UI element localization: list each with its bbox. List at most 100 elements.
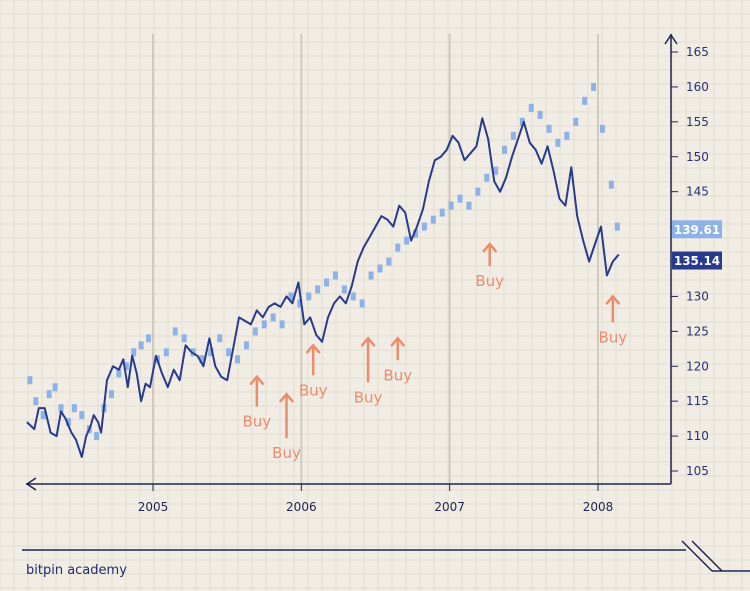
- dot-marker: [324, 278, 330, 287]
- dot-marker: [528, 103, 534, 112]
- price-badge-dark: 135.14: [672, 251, 722, 270]
- dot-marker: [421, 222, 427, 231]
- dot-marker: [40, 411, 46, 420]
- price-badge-light: 139.61: [672, 220, 722, 239]
- dot-marker: [430, 215, 436, 224]
- buy-annotation: Buy: [242, 374, 271, 431]
- axes: [25, 33, 678, 491]
- dot-marker: [94, 432, 100, 441]
- buy-label: Buy: [383, 366, 412, 384]
- dot-marker: [33, 397, 39, 406]
- dot-marker: [65, 418, 71, 427]
- buy-arrow-head: [390, 336, 405, 347]
- price-line: [26, 117, 620, 458]
- dot-marker: [519, 117, 525, 126]
- dot-marker: [502, 145, 508, 154]
- dot-marker: [493, 166, 499, 175]
- dot-marker: [243, 341, 249, 350]
- y-tick-label: 115: [686, 394, 709, 408]
- dot-marker: [58, 404, 64, 413]
- dot-marker: [359, 299, 365, 308]
- buy-arrow-head: [279, 392, 294, 403]
- dot-marker: [306, 292, 312, 301]
- buy-annotation: Buy: [272, 392, 301, 462]
- x-tick-label: 2006: [286, 500, 317, 514]
- buy-annotation: Buy: [598, 294, 627, 346]
- dot-marker: [537, 110, 543, 119]
- buy-label: Buy: [272, 444, 301, 462]
- price-badge-text: 139.61: [674, 223, 720, 237]
- dot-marker: [252, 327, 258, 336]
- dot-marker: [79, 411, 85, 420]
- buy-annotation: Buy: [354, 336, 383, 406]
- y-tick-label: 110: [686, 429, 709, 443]
- dot-marker: [235, 355, 241, 364]
- y-tick-label: 165: [686, 45, 709, 59]
- dot-marker: [510, 131, 516, 140]
- buy-arrow-head: [360, 336, 376, 347]
- dot-marker: [181, 334, 187, 343]
- price-badge-text: 135.14: [674, 254, 720, 268]
- y-axis-arrow: [664, 33, 678, 45]
- buy-arrow-head: [305, 343, 321, 354]
- dot-marker: [614, 222, 620, 231]
- buy-label: Buy: [354, 388, 383, 406]
- dot-marker: [475, 187, 481, 196]
- x-axis-arrow: [25, 477, 37, 491]
- dot-marker: [108, 390, 114, 399]
- dot-marker: [377, 264, 383, 273]
- x-tick-label: 2005: [138, 500, 169, 514]
- dot-marker: [71, 404, 77, 413]
- dot-marker: [261, 320, 267, 329]
- dot-marker: [608, 180, 614, 189]
- dot-marker: [555, 138, 561, 147]
- dot-marker: [46, 390, 52, 399]
- dot-marker: [270, 313, 276, 322]
- dot-marker: [131, 348, 137, 357]
- dot-marker: [484, 173, 490, 182]
- dot-marker: [52, 383, 58, 392]
- footer-slash-2: [691, 540, 723, 572]
- price-badges: 139.61 135.14: [672, 220, 722, 270]
- dot-marker: [208, 348, 214, 357]
- dot-marker: [350, 292, 356, 301]
- dot-marker: [279, 320, 285, 329]
- dot-marker: [288, 292, 294, 301]
- dot-marker: [138, 341, 144, 350]
- dot-marker: [582, 96, 588, 105]
- x-axis-ticks: 2005 2006 2007 2008: [138, 484, 614, 514]
- dot-marker: [163, 348, 169, 357]
- dot-marker: [123, 362, 129, 371]
- dot-marker: [395, 243, 401, 252]
- dot-marker: [564, 131, 570, 140]
- dot-marker: [448, 201, 454, 210]
- buy-annotation: Buy: [383, 336, 412, 384]
- dot-marker: [546, 124, 552, 133]
- y-tick-label: 105: [686, 464, 709, 478]
- dot-marker: [146, 334, 152, 343]
- footer-divider: [22, 540, 750, 572]
- dot-marker: [368, 271, 374, 280]
- dot-marker: [315, 285, 321, 294]
- buy-label: Buy: [598, 328, 627, 346]
- dot-marker: [457, 194, 463, 203]
- dot-marker: [466, 201, 472, 210]
- y-tick-label: 145: [686, 185, 709, 199]
- buy-arrow-head: [249, 374, 265, 385]
- dot-marker: [591, 82, 597, 91]
- buy-arrow-head: [482, 242, 497, 253]
- dot-marker: [297, 299, 303, 308]
- dot-marker: [404, 236, 410, 245]
- dot-marker: [199, 355, 205, 364]
- buy-arrow-head: [605, 294, 621, 305]
- major-grid: [152, 34, 599, 484]
- dot-marker: [217, 334, 223, 343]
- x-tick-label: 2008: [583, 500, 614, 514]
- dot-marker: [439, 208, 445, 217]
- brand-label: bitpin academy: [26, 563, 127, 578]
- y-tick-label: 130: [686, 289, 709, 303]
